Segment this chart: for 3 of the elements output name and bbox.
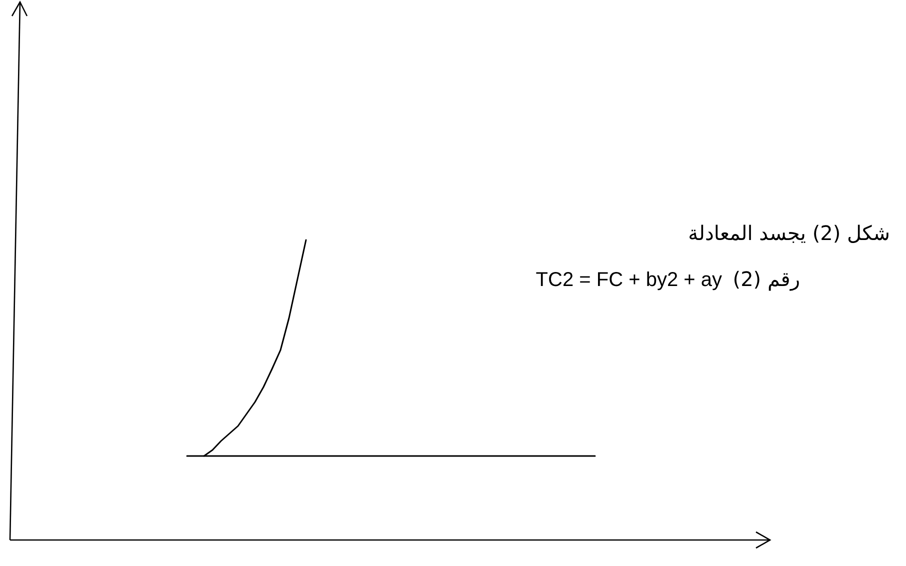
text: شكل (2) يجسد المعادلة	[688, 221, 890, 245]
text: رقم (2)	[732, 267, 800, 291]
annotation: TC2 = FC + by2 + ay	[536, 269, 722, 291]
